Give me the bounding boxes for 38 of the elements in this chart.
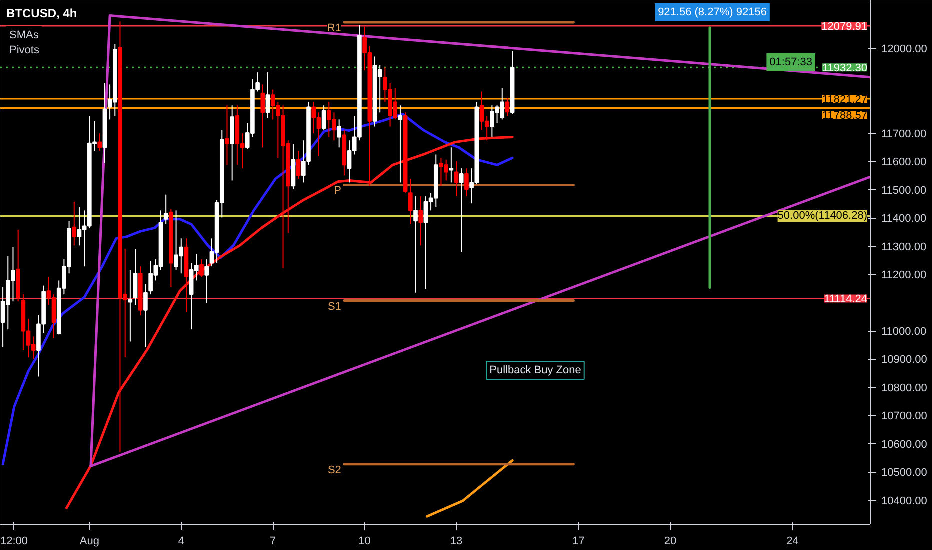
y-tick-label: 11200.00 [882, 270, 927, 282]
x-tick-label: 17 [572, 536, 585, 548]
x-tick-label: 10 [358, 536, 371, 548]
annotation: Pullback Buy Zone [490, 364, 582, 376]
x-tick-label: 13 [450, 536, 463, 548]
y-tick-label: 10600.00 [882, 438, 928, 451]
y-tick-label: 10700.00 [882, 410, 928, 423]
x-tick-label: 12:00 [0, 536, 28, 548]
x-tick-label: Aug [80, 536, 100, 548]
y-tick-label: 10900.00 [882, 354, 928, 366]
y-tick-label: 11500.00 [882, 184, 927, 197]
y-tick-label: 12000.00 [882, 44, 928, 56]
x-tick-label: 7 [270, 536, 276, 548]
annotation: 921.56 (8.27%) 92156 [658, 6, 767, 18]
ref-line-label: 11788.57 [822, 110, 868, 122]
ref-line-label: 11114.24 [824, 294, 868, 306]
y-tick-label: 11300.00 [882, 241, 927, 254]
y-tick-label: 10800.00 [882, 382, 928, 394]
annotation: SMAs [10, 30, 40, 42]
y-tick-label: 11700.00 [882, 128, 927, 140]
y-tick-label: 11400.00 [882, 213, 927, 226]
annotation: S1 [328, 300, 342, 313]
annotation: P [334, 185, 342, 198]
y-tick-label: 10500.00 [882, 467, 928, 480]
ref-line-label: 12079.91 [822, 20, 868, 33]
x-tick-label: 20 [664, 536, 677, 548]
y-tick-label: 10400.00 [882, 495, 928, 508]
x-tick-label: 4 [178, 536, 184, 548]
ref-line-label: 50.00%(11406.28) [778, 210, 868, 222]
annotation: Pivots [10, 44, 40, 56]
annotation: R1 [327, 22, 342, 35]
x-tick-label: 24 [786, 536, 799, 548]
annotation: 01:57:33 [770, 56, 813, 68]
annotation: S2 [328, 464, 342, 476]
y-tick-label: 11000.00 [882, 326, 927, 338]
text: BTCUSD, 4h [6, 6, 78, 20]
y-tick-label: 11600.00 [882, 156, 927, 169]
ref-line-label: 11821.27 [822, 94, 868, 106]
